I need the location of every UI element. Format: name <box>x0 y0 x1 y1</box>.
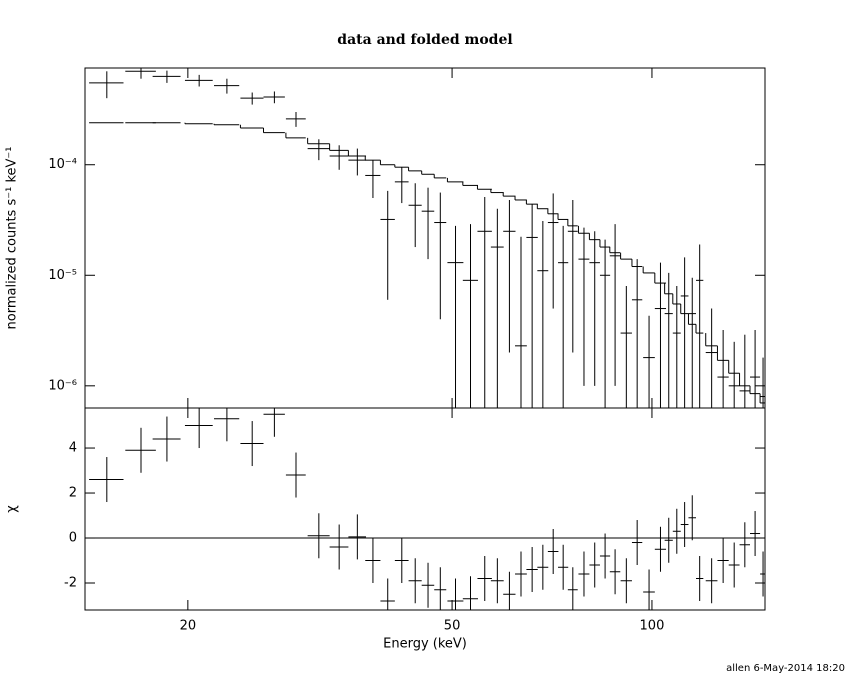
y-axis-label: normalized counts s⁻¹ keV⁻¹ <box>5 147 20 330</box>
y-tick-label: 2 <box>69 486 77 501</box>
x-tick-label: 50 <box>444 619 461 634</box>
footer: allen 6-May-2014 18:20 <box>726 663 845 674</box>
y-axis-label: χ <box>5 505 20 513</box>
x-tick-label: 20 <box>180 619 197 634</box>
plot-area <box>85 408 765 610</box>
x-axis-label: Energy (keV) <box>383 637 467 652</box>
y-tick-label: 10⁻⁶ <box>48 378 77 393</box>
y-tick-label: 10⁻⁴ <box>48 157 77 172</box>
y-tick-label: 10⁻⁵ <box>48 268 77 283</box>
plot-frame <box>84 67 766 409</box>
chart-title: data and folded model <box>337 32 512 48</box>
y-tick-label: 0 <box>69 531 77 546</box>
y-tick-label: 4 <box>69 441 77 456</box>
y-tick-label: -2 <box>64 576 77 591</box>
plot-frame <box>84 407 766 611</box>
plot-area <box>89 68 765 408</box>
x-tick-label: 100 <box>640 619 665 634</box>
